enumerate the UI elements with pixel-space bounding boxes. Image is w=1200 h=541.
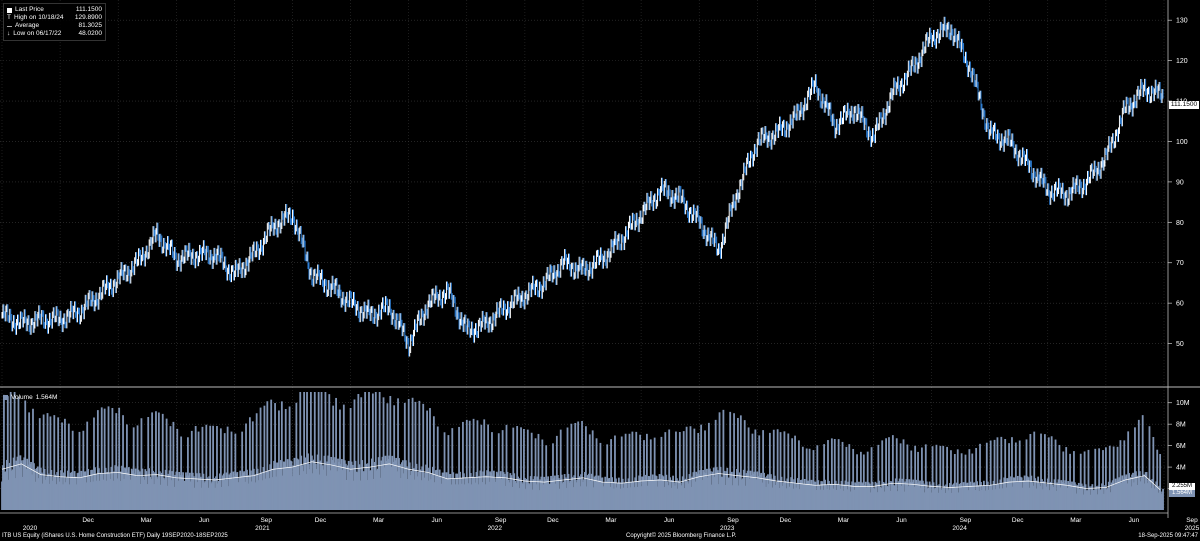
month-label: Jun (664, 517, 675, 524)
month-label: Sep (260, 517, 272, 524)
month-label: Jun (896, 517, 907, 524)
low-marker-icon: ↓ (7, 30, 11, 37)
high-marker-icon: T (7, 14, 11, 21)
volume-tick-label: 4M (1176, 465, 1186, 472)
price-bars (1, 16, 1164, 357)
legend-low: ↓ Low on 06/17/22 48.0200 (7, 30, 102, 38)
volume-ma-line (1, 461, 1161, 490)
high-label: High on 10/18/24 (13, 14, 64, 21)
month-label: Sep (960, 517, 972, 524)
price-tick-label: 70 (1176, 260, 1184, 267)
month-label: Mar (838, 517, 850, 524)
price-tick-label: 60 (1176, 301, 1184, 308)
volume-last-tag: 1.564M (1169, 490, 1195, 497)
price-legend: Last Price 111.1500 T High on 10/18/24 12… (3, 3, 106, 41)
year-label: 2023 (720, 525, 735, 532)
average-label: Average (15, 22, 40, 29)
year-label: 2025 (1185, 525, 1200, 532)
price-tick-label: 130 (1176, 18, 1188, 25)
year-label: 2020 (23, 525, 38, 532)
volume-bars (1, 392, 1164, 510)
volume-tick-label: 6M (1176, 443, 1186, 450)
month-label: Dec (1012, 517, 1024, 524)
low-value: 48.0200 (78, 30, 103, 37)
month-label: Mar (1070, 517, 1082, 524)
last-price-label: Last Price (15, 6, 44, 13)
high-value: 129.8900 (74, 14, 102, 21)
month-label: Jun (1129, 517, 1140, 524)
footer-timestamp: 18-Sep-2025 09:47:47 (1138, 533, 1198, 539)
month-label: Sep (727, 517, 739, 524)
price-tick-label: 80 (1176, 220, 1184, 227)
last-price-tag: 111.1500 (1169, 101, 1199, 109)
volume-label: Volume (11, 394, 33, 401)
volume-swatch (3, 395, 8, 400)
year-label: 2021 (255, 525, 270, 532)
footer-security-info: ITB US Equity (iShares U.S. Home Constru… (2, 533, 228, 539)
average-line-icon (7, 25, 12, 27)
month-label: Dec (82, 517, 94, 524)
footer-copyright: Copyright© 2025 Bloomberg Finance L.P. (626, 533, 737, 539)
month-label: Dec (780, 517, 792, 524)
volume-ma-tag: 2.255M (1169, 483, 1195, 490)
month-label: Mar (605, 517, 617, 524)
month-label: Sep (1186, 517, 1198, 524)
legend-last-price: Last Price 111.1500 (7, 6, 102, 14)
month-label: Sep (495, 517, 507, 524)
last-price-swatch (7, 7, 12, 13)
month-label: Mar (141, 517, 153, 524)
axes (0, 0, 1200, 518)
price-tick-label: 50 (1176, 341, 1184, 348)
month-label: Dec (547, 517, 559, 524)
legend-high: T High on 10/18/24 129.8900 (7, 14, 102, 22)
volume-moving-average (1, 461, 1161, 490)
volume-value: 1.564M (35, 394, 58, 401)
legend-average: Average 81.3025 (7, 22, 102, 30)
volume-tick-label: 8M (1176, 422, 1186, 429)
volume-legend: Volume 1.564M (3, 394, 57, 401)
price-tick-label: 90 (1176, 179, 1184, 186)
last-price-value: 111.1500 (75, 6, 102, 13)
month-label: Jun (431, 517, 442, 524)
volume-tick-label: 10M (1176, 400, 1190, 407)
month-label: Mar (373, 517, 385, 524)
price-tick-label: 100 (1176, 139, 1188, 146)
average-value: 81.3025 (78, 22, 103, 29)
month-label: Jun (199, 517, 210, 524)
year-label: 2022 (488, 525, 503, 532)
low-label: Low on 06/17/22 (13, 30, 62, 37)
price-tick-label: 120 (1176, 58, 1188, 65)
month-label: Dec (315, 517, 327, 524)
year-label: 2024 (952, 525, 967, 532)
